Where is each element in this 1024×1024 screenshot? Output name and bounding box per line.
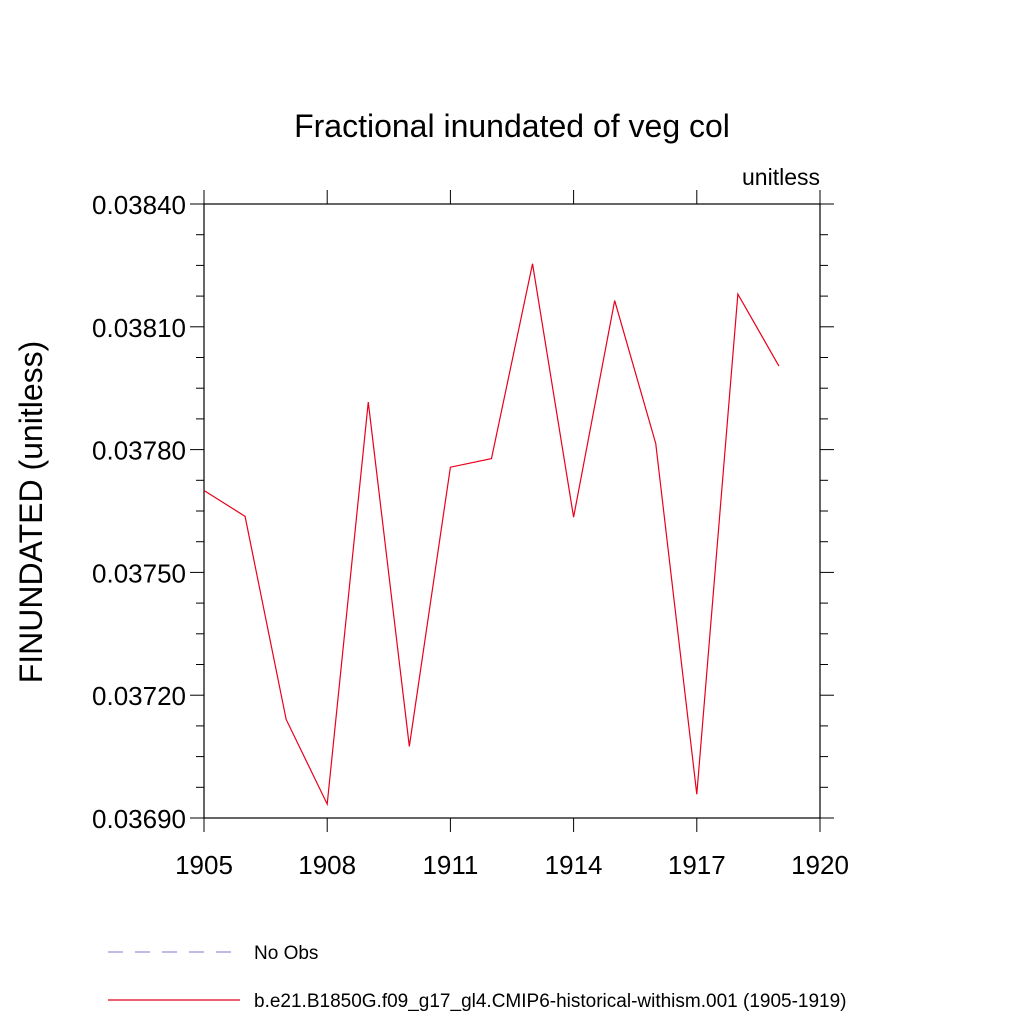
x-tick-label: 1908 bbox=[298, 850, 356, 880]
axis-ticks: 0.03690 0.03720 0.03750 0.03780 0.03810 0.038… bbox=[92, 190, 849, 880]
plot-frame bbox=[203, 203, 821, 819]
series-group bbox=[203, 263, 780, 807]
legend-label: b.e21.B1850G.f09_g17_gl4.CMIP6-historica… bbox=[254, 991, 847, 1012]
chart-title: Fractional inundated of veg col bbox=[294, 108, 730, 144]
units-label: unitless bbox=[742, 164, 820, 190]
y-tick-label: 0.03810 bbox=[92, 313, 186, 343]
y-tick-label: 0.03720 bbox=[92, 681, 186, 711]
legend-label: No Obs bbox=[254, 943, 318, 964]
x-tick-label: 1920 bbox=[791, 850, 849, 880]
y-tick-label: 0.03780 bbox=[92, 436, 186, 466]
y-tick-label: 0.03690 bbox=[92, 804, 186, 834]
y-tick-label: 0.03750 bbox=[92, 558, 186, 588]
x-tick-label: 1917 bbox=[668, 850, 726, 880]
x-tick-label: 1914 bbox=[545, 850, 603, 880]
y-tick-label: 0.03840 bbox=[92, 190, 186, 220]
x-tick-label: 1911 bbox=[422, 850, 478, 880]
y-axis-label: FINUNDATED (unitless) bbox=[13, 341, 49, 684]
x-tick-label: 1905 bbox=[175, 850, 233, 880]
legend: No Obs b.e21.B1850G.f09_g17_gl4.CMIP6-his… bbox=[108, 943, 847, 1012]
series-line bbox=[203, 263, 780, 807]
